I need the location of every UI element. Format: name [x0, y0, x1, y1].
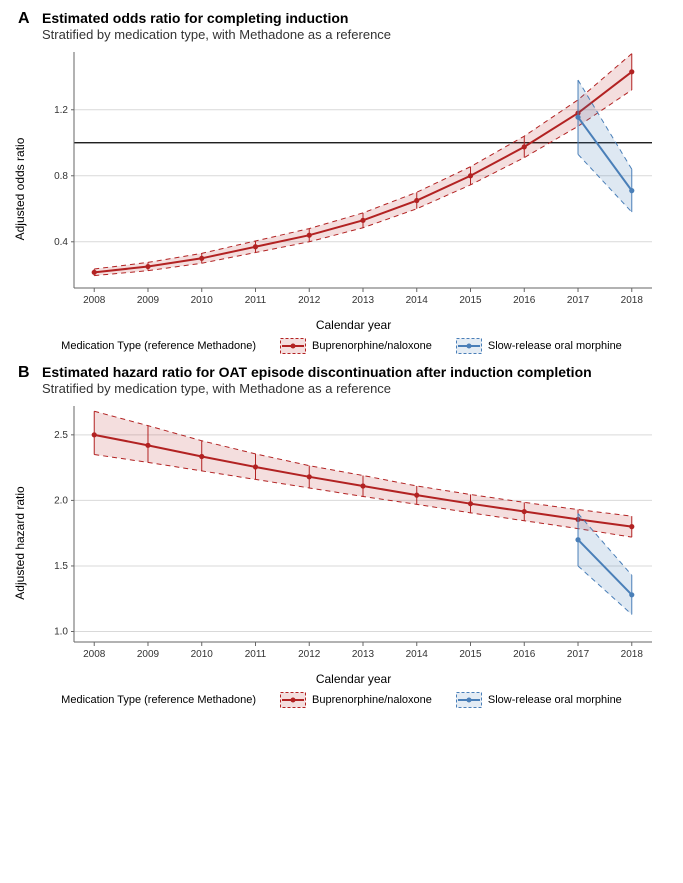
legend-item: Slow-release oral morphine: [456, 692, 622, 708]
panel-a-plot: 0.4 0.8 1.2 2008 2009 2010 2011 2012 2013 2014 201…: [42, 46, 665, 316]
panel-a: A Estimated odds ratio for completing in…: [10, 10, 673, 354]
svg-text:2.0: 2.0: [54, 495, 68, 506]
legend-item: Buprenorphine/naloxone: [280, 692, 432, 708]
panel-b-xlabel: Calendar year: [42, 672, 665, 686]
legend-label: Buprenorphine/naloxone: [312, 340, 432, 352]
panel-b-titles: Estimated hazard ratio for OAT episode d…: [42, 364, 673, 396]
legend-swatch: [280, 338, 306, 354]
legend-label: Slow-release oral morphine: [488, 340, 622, 352]
panel-b-plot-wrap: Adjusted hazard ratio 1.01.52.02.5200820…: [42, 400, 665, 686]
panel-b-title: Estimated hazard ratio for OAT episode d…: [42, 364, 673, 380]
panel-a-legend: Medication Type (reference Methadone) Bup…: [10, 338, 673, 354]
svg-text:1.0: 1.0: [54, 627, 68, 638]
panel-b-ylabel: Adjusted hazard ratio: [13, 486, 27, 599]
svg-text:2017: 2017: [567, 295, 590, 306]
legend-swatch: [280, 692, 306, 708]
svg-text:2017: 2017: [567, 649, 590, 660]
legend-label: Buprenorphine/naloxone: [312, 694, 432, 706]
svg-text:2015: 2015: [459, 295, 482, 306]
svg-text:0.4: 0.4: [54, 237, 68, 248]
svg-text:2018: 2018: [621, 649, 644, 660]
legend-swatch: [456, 692, 482, 708]
legend-item: Slow-release oral morphine: [456, 338, 622, 354]
panel-b-label: B: [18, 364, 30, 382]
svg-text:2012: 2012: [298, 649, 321, 660]
legend-label: Slow-release oral morphine: [488, 694, 622, 706]
svg-text:2015: 2015: [459, 649, 482, 660]
panel-a-plot-wrap: Adjusted odds ratio 0.40.81.220082009201…: [42, 46, 665, 332]
chart-svg: 1.0 1.5 2.0 2.5 2008 2009 2010 2011 2012 2013 2014…: [42, 400, 662, 670]
svg-text:1.5: 1.5: [54, 561, 68, 572]
svg-text:2013: 2013: [352, 295, 375, 306]
svg-text:2.5: 2.5: [54, 430, 68, 441]
svg-text:2014: 2014: [406, 295, 429, 306]
svg-text:2016: 2016: [513, 295, 536, 306]
svg-text:2011: 2011: [245, 295, 267, 306]
panel-a-subtitle: Stratified by medication type, with Meth…: [42, 27, 673, 42]
svg-text:0.8: 0.8: [54, 171, 68, 182]
panel-b-legend: Medication Type (reference Methadone) Bup…: [10, 692, 673, 708]
svg-text:2018: 2018: [621, 295, 644, 306]
panel-b-plot: 1.0 1.5 2.0 2.5 2008 2009 2010 2011 2012 2013 2014…: [42, 400, 665, 670]
svg-text:1.2: 1.2: [54, 105, 68, 116]
panel-a-ylabel: Adjusted odds ratio: [13, 138, 27, 241]
panel-b-subtitle: Stratified by medication type, with Meth…: [42, 381, 673, 396]
svg-text:2008: 2008: [83, 295, 106, 306]
svg-text:2016: 2016: [513, 649, 536, 660]
svg-text:2010: 2010: [191, 649, 214, 660]
panel-a-label: A: [18, 10, 30, 28]
svg-text:2011: 2011: [245, 649, 267, 660]
panel-a-title: Estimated odds ratio for completing indu…: [42, 10, 673, 26]
svg-text:2009: 2009: [137, 649, 160, 660]
svg-text:2009: 2009: [137, 295, 160, 306]
svg-text:2012: 2012: [298, 295, 321, 306]
panel-a-titles: Estimated odds ratio for completing indu…: [42, 10, 673, 42]
legend-title: Medication Type (reference Methadone): [61, 694, 256, 706]
chart-svg: 0.4 0.8 1.2 2008 2009 2010 2011 2012 2013 2014 201…: [42, 46, 662, 316]
panel-b: B Estimated hazard ratio for OAT episode…: [10, 364, 673, 708]
svg-text:2010: 2010: [191, 295, 214, 306]
legend-title: Medication Type (reference Methadone): [61, 340, 256, 352]
legend-swatch: [456, 338, 482, 354]
panel-a-xlabel: Calendar year: [42, 318, 665, 332]
svg-text:2013: 2013: [352, 649, 375, 660]
svg-text:2014: 2014: [406, 649, 429, 660]
legend-item: Buprenorphine/naloxone: [280, 338, 432, 354]
svg-text:2008: 2008: [83, 649, 106, 660]
